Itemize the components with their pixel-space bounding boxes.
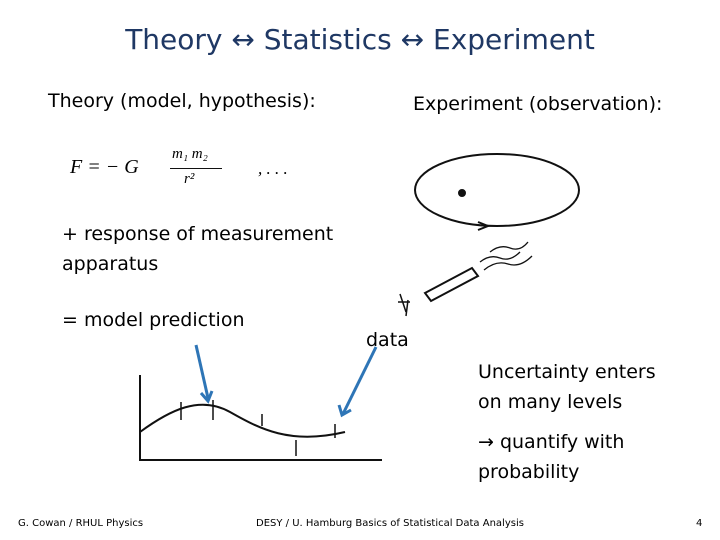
prediction: = model prediction (62, 309, 245, 331)
formula-tail: , . . . (258, 159, 288, 178)
formula-lhs: F = − G (70, 156, 139, 178)
plot-axes (139, 375, 382, 461)
uncertainty-line: Uncertainty enters (478, 361, 656, 383)
response-line: + response of measurement (62, 223, 334, 245)
data-label: data (366, 329, 409, 351)
error-bars (180, 400, 336, 456)
uncertainty-line: on many levels (478, 391, 623, 413)
page-number: 4 (696, 518, 703, 529)
experiment-heading: Experiment (observation): (413, 93, 663, 115)
telescope (423, 266, 480, 303)
orbit (414, 153, 580, 227)
theory-heading: Theory (model, hypothesis): (48, 90, 316, 112)
light-rays (479, 241, 533, 271)
fraction-bar (170, 168, 222, 169)
observer-mark (398, 293, 410, 317)
quantify-line: probability (478, 461, 580, 483)
response-line: apparatus (62, 253, 159, 275)
footer-center: DESY / U. Hamburg Basics of Statistical … (256, 518, 524, 529)
planet (458, 189, 466, 197)
prediction-curve (139, 403, 346, 438)
arrows (194, 344, 378, 418)
footer-left: G. Cowan / RHUL Physics (18, 518, 144, 529)
formula-numerator: m₁ m₂ (172, 146, 208, 162)
formula-denominator: r² (184, 171, 195, 187)
title: Theory ↔ Statistics ↔ Experiment (125, 23, 595, 56)
quantify-line: → quantify with (478, 431, 625, 453)
orbit-arrow (477, 221, 491, 231)
